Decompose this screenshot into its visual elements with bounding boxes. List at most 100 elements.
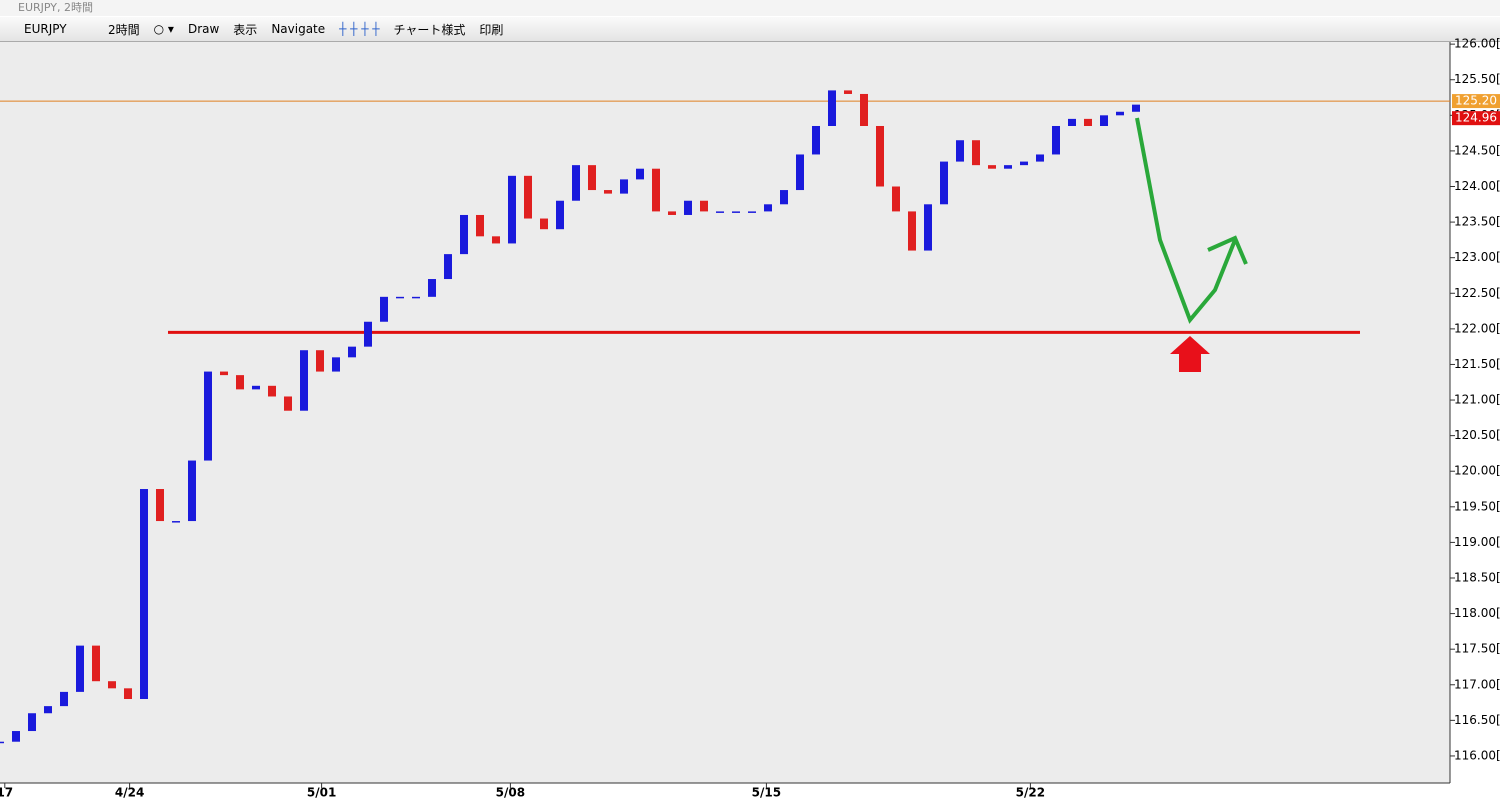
candle bbox=[828, 90, 836, 126]
candle bbox=[764, 204, 772, 212]
candle bbox=[348, 346, 356, 358]
menu[interactable]: 印刷 bbox=[479, 22, 504, 37]
candle bbox=[1004, 165, 1012, 169]
candle bbox=[396, 296, 404, 299]
candle bbox=[444, 254, 452, 280]
candle bbox=[572, 165, 580, 201]
candle bbox=[636, 168, 644, 180]
menu[interactable]: 表示 bbox=[233, 22, 258, 37]
candle bbox=[316, 350, 324, 372]
candle bbox=[988, 165, 996, 169]
candle bbox=[380, 296, 388, 322]
x-tick-label: 5/15 bbox=[752, 786, 781, 800]
candle bbox=[12, 731, 20, 742]
candle bbox=[1100, 115, 1108, 126]
y-tick-label: 121.00[0 bbox=[1454, 393, 1500, 407]
plot-bg bbox=[0, 42, 1450, 783]
candle bbox=[268, 385, 276, 397]
candle bbox=[524, 175, 532, 219]
candle bbox=[780, 190, 788, 205]
candle bbox=[0, 741, 4, 744]
candle bbox=[668, 211, 676, 215]
x-tick-label: 5/01 bbox=[307, 786, 336, 800]
toolbar: EURJPY 2時間 ○ ▾ Draw 表示 Navigate ┼ ┼ ┼ ┼ … bbox=[0, 17, 1500, 42]
candle bbox=[220, 371, 228, 376]
candle bbox=[492, 236, 500, 244]
x-tick-label: 5/22 bbox=[1016, 786, 1045, 800]
candle bbox=[1116, 111, 1124, 116]
tools[interactable]: ┼ ┼ ┼ ┼ bbox=[339, 22, 380, 36]
x-tick-label: 5/08 bbox=[496, 786, 525, 800]
candle bbox=[732, 211, 740, 213]
y-tick-label: 123.50[0 bbox=[1454, 215, 1500, 229]
candle bbox=[508, 175, 516, 244]
price-label: 124.96 bbox=[1455, 111, 1497, 125]
candle bbox=[1036, 154, 1044, 162]
y-tick-label: 120.50[0 bbox=[1454, 428, 1500, 442]
candle bbox=[172, 521, 180, 523]
y-tick-label: 120.00[0 bbox=[1454, 464, 1500, 478]
candle bbox=[604, 190, 612, 194]
candle bbox=[92, 645, 100, 682]
candle bbox=[476, 214, 484, 237]
candle bbox=[684, 200, 692, 215]
timeframe[interactable]: 2時間 bbox=[108, 22, 140, 37]
candle bbox=[188, 460, 196, 522]
menu[interactable]: Draw bbox=[187, 22, 220, 36]
candle bbox=[812, 125, 820, 155]
candle bbox=[924, 204, 932, 251]
menu[interactable]: Navigate bbox=[271, 22, 326, 36]
support-arrow bbox=[1170, 336, 1210, 372]
candle bbox=[1084, 118, 1092, 126]
y-tick-label: 122.00[0 bbox=[1454, 321, 1500, 335]
arrow-head bbox=[1207, 235, 1248, 265]
y-tick-label: 122.50[0 bbox=[1454, 286, 1500, 300]
candle bbox=[28, 713, 36, 732]
candle bbox=[940, 161, 948, 205]
candle bbox=[300, 350, 308, 411]
x-tick-label: 4/24 bbox=[115, 786, 144, 800]
y-tick-label: 117.00[0 bbox=[1454, 677, 1500, 691]
candle bbox=[700, 200, 708, 212]
candle bbox=[44, 706, 52, 714]
candle bbox=[588, 165, 596, 191]
y-tick-label: 116.50[0 bbox=[1454, 713, 1500, 727]
candle bbox=[652, 168, 660, 212]
candle bbox=[204, 371, 212, 461]
y-tick-label: 119.00[0 bbox=[1454, 535, 1500, 549]
candle bbox=[140, 489, 148, 700]
y-tick-label: 118.00[0 bbox=[1454, 606, 1500, 620]
candle bbox=[124, 688, 132, 700]
menu[interactable]: チャート様式 bbox=[393, 22, 466, 37]
candle bbox=[236, 375, 244, 390]
candle bbox=[1020, 161, 1028, 166]
symbol[interactable]: EURJPY bbox=[24, 22, 67, 36]
y-tick-label: 123.00[0 bbox=[1454, 250, 1500, 264]
forecast-arrow bbox=[1135, 117, 1237, 324]
candle bbox=[748, 211, 756, 213]
price-label: 125.20 bbox=[1455, 94, 1497, 108]
menu[interactable]: ○ ▾ bbox=[153, 22, 174, 36]
price-label-bg bbox=[1452, 111, 1500, 126]
y-tick-label: 125.50[0 bbox=[1454, 72, 1500, 86]
candle bbox=[252, 385, 260, 390]
price-label-bg bbox=[1452, 94, 1500, 109]
candle bbox=[876, 125, 884, 187]
y-tick-label: 124.50[0 bbox=[1454, 143, 1500, 157]
window-title: EURJPY, 2時間 bbox=[18, 1, 93, 14]
candle bbox=[844, 90, 852, 94]
candle bbox=[556, 200, 564, 230]
candle bbox=[1068, 118, 1076, 126]
y-tick-label: 116.00[0 bbox=[1454, 748, 1500, 762]
candle bbox=[412, 296, 420, 299]
candle bbox=[332, 357, 340, 372]
candle bbox=[284, 396, 292, 411]
candle bbox=[60, 691, 68, 707]
candle bbox=[892, 186, 900, 212]
candle bbox=[796, 154, 804, 191]
y-tick-label: 119.50[0 bbox=[1454, 499, 1500, 513]
candle bbox=[620, 179, 628, 194]
candle bbox=[716, 211, 724, 213]
